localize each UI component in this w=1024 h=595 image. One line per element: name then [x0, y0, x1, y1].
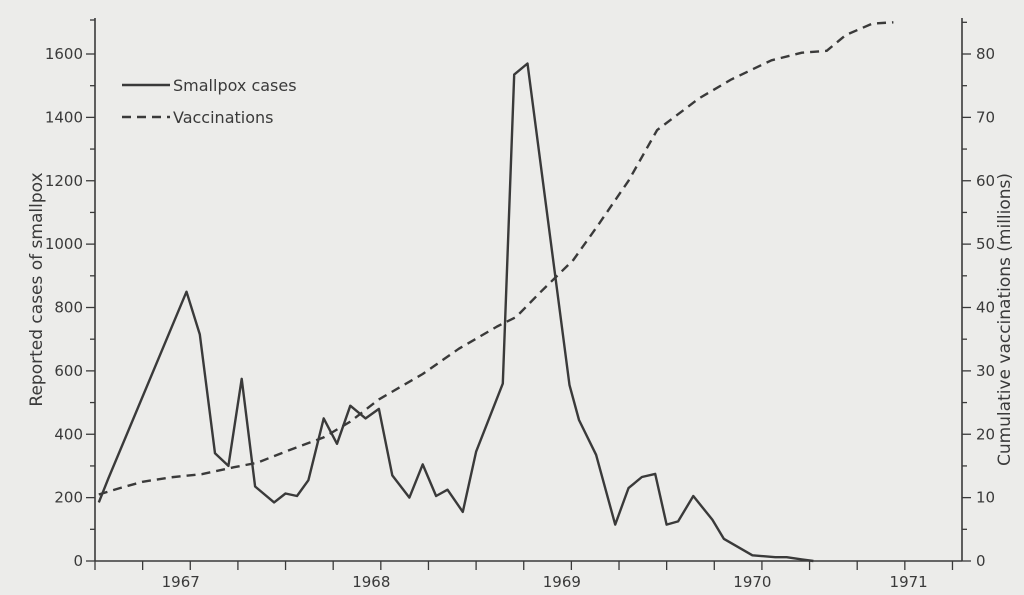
left-tick-label: 1400	[45, 108, 83, 126]
right-tick-label: 10	[976, 489, 995, 507]
legend-smallpox-label: Smallpox cases	[173, 76, 297, 95]
right-tick-label: 70	[976, 108, 995, 126]
right-tick-label: 40	[976, 299, 995, 317]
x-tick-label: 1971	[890, 573, 928, 591]
left-tick-label: 400	[54, 425, 83, 443]
left-tick-label: 800	[54, 299, 83, 317]
x-tick-label: 1970	[733, 573, 771, 591]
left-tick-label: 200	[54, 489, 83, 507]
right-tick-label: 30	[976, 362, 995, 380]
x-tick-label: 1968	[352, 573, 390, 591]
right-tick-label: 80	[976, 45, 995, 63]
left-tick-label: 0	[73, 552, 83, 570]
left-tick-label: 1000	[45, 235, 83, 253]
legend-vaccinations-label: Vaccinations	[173, 108, 273, 127]
x-tick-label: 1967	[162, 573, 200, 591]
vaccinations-line	[98, 21, 894, 496]
right-tick-label: 0	[976, 552, 986, 570]
right-tick-label: 60	[976, 172, 995, 190]
left-tick-label: 1600	[45, 45, 83, 63]
right-tick-label: 50	[976, 235, 995, 253]
left-tick-label: 1200	[45, 172, 83, 190]
right-tick-label: 20	[976, 425, 995, 443]
x-tick-label: 1969	[543, 573, 581, 591]
left-axis-title: Reported cases of smallpox	[27, 172, 47, 406]
right-axis-title: Cumulative vaccinations (millions)	[995, 173, 1015, 466]
smallpox-cases-line	[97, 62, 814, 563]
left-tick-label: 600	[54, 362, 83, 380]
